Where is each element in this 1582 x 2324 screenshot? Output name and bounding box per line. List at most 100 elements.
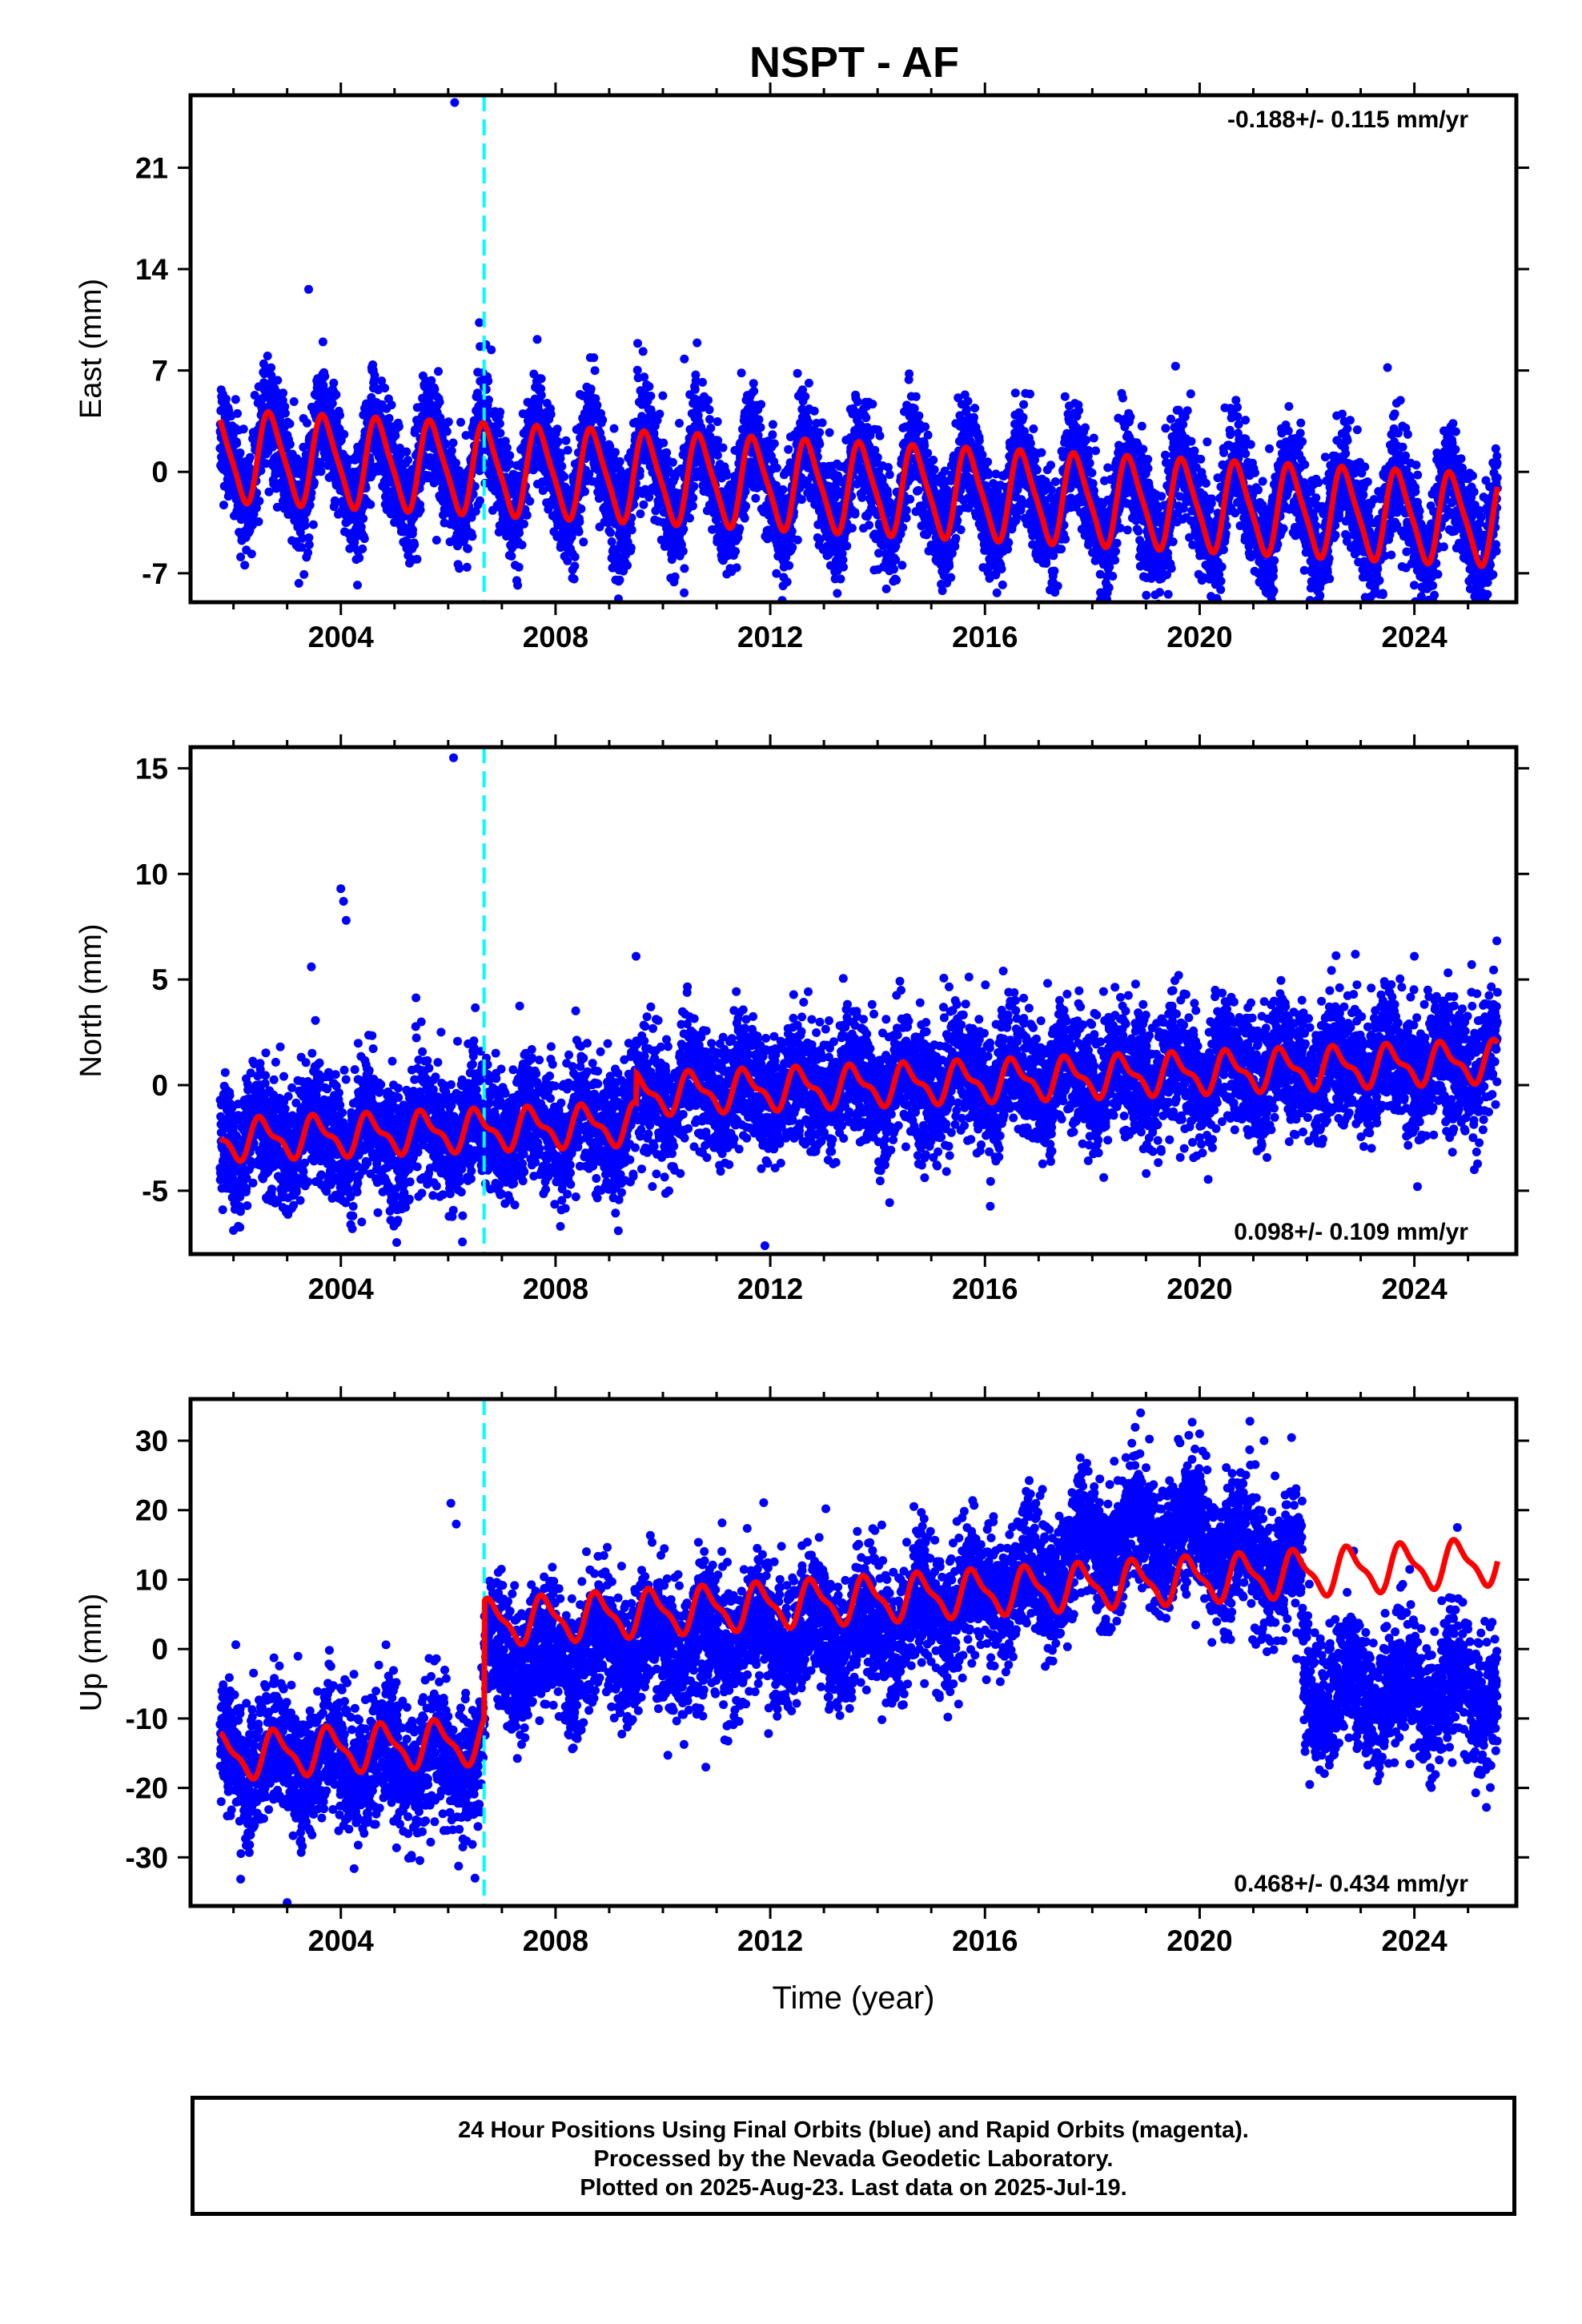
- data-point: [836, 603, 845, 612]
- data-point: [529, 369, 539, 379]
- data-point: [659, 438, 669, 448]
- data-point: [410, 540, 420, 549]
- data-point: [914, 411, 924, 420]
- data-point: [507, 552, 516, 561]
- data-point: [945, 561, 954, 571]
- data-point: [264, 487, 274, 497]
- data-point: [589, 353, 599, 363]
- data-point: [749, 379, 758, 388]
- data-point: [782, 577, 792, 587]
- data-point: [627, 525, 636, 535]
- data-point: [430, 384, 440, 394]
- data-point: [735, 524, 745, 533]
- data-point: [231, 395, 240, 404]
- data-point: [570, 561, 580, 571]
- data-point: [970, 404, 980, 413]
- east-points: [215, 98, 1502, 612]
- data-point: [495, 419, 504, 428]
- data-point: [689, 481, 699, 491]
- data-point: [718, 443, 728, 452]
- data-point: [655, 409, 665, 419]
- data-point: [626, 543, 636, 553]
- data-point: [327, 399, 337, 408]
- data-point: [239, 424, 248, 434]
- data-point: [553, 437, 563, 446]
- data-point: [536, 374, 546, 384]
- data-point: [901, 513, 911, 523]
- data-point: [909, 404, 919, 413]
- data-point: [339, 429, 349, 439]
- data-point: [685, 513, 694, 523]
- data-point: [505, 451, 515, 460]
- data-point: [453, 541, 462, 551]
- data-point: [496, 428, 505, 438]
- data-point: [462, 562, 472, 572]
- data-point: [359, 514, 368, 523]
- data-point: [868, 400, 877, 409]
- data-point: [636, 509, 645, 519]
- data-point: [615, 575, 624, 585]
- data-point: [815, 440, 825, 449]
- data-point: [355, 553, 364, 563]
- data-point: [644, 382, 654, 392]
- data-point: [435, 397, 444, 407]
- data-point: [299, 569, 309, 579]
- data-point: [560, 472, 569, 481]
- data-point: [304, 533, 314, 542]
- data-point: [668, 457, 677, 467]
- data-point: [300, 521, 310, 530]
- data-point: [797, 495, 806, 505]
- data-point: [929, 456, 938, 464]
- data-point: [756, 423, 765, 432]
- data-point: [359, 534, 369, 544]
- data-point: [370, 371, 379, 380]
- data-point: [839, 562, 848, 572]
- data-point: [740, 513, 749, 523]
- data-point: [801, 392, 810, 401]
- data-point: [853, 397, 862, 407]
- data-point: [434, 367, 443, 376]
- data-point: [354, 454, 363, 464]
- data-point: [817, 418, 827, 428]
- data-point: [788, 543, 797, 552]
- data-point: [232, 439, 242, 448]
- data-point: [452, 458, 460, 468]
- data-point: [689, 493, 698, 503]
- data-point: [809, 406, 819, 416]
- data-point: [751, 493, 761, 503]
- data-point: [468, 532, 477, 541]
- data-point: [768, 430, 777, 440]
- data-point: [569, 574, 579, 584]
- data-point: [484, 395, 493, 404]
- data-point: [731, 547, 741, 556]
- data-point: [280, 402, 290, 412]
- data-point: [563, 556, 572, 565]
- data-point: [396, 444, 404, 452]
- data-point: [923, 430, 933, 440]
- data-point: [285, 419, 295, 428]
- data-point: [570, 552, 580, 561]
- data-point: [448, 438, 458, 448]
- data-point: [267, 363, 276, 372]
- data-point: [455, 564, 464, 573]
- data-point: [279, 388, 288, 398]
- data-point: [331, 498, 340, 508]
- data-point: [575, 517, 584, 527]
- data-point: [693, 338, 702, 348]
- data-point: [461, 431, 471, 440]
- data-point: [384, 422, 394, 432]
- data-point: [432, 536, 441, 545]
- data-point: [525, 497, 535, 506]
- data-point: [704, 396, 713, 405]
- data-point: [793, 368, 802, 378]
- data-point: [974, 436, 984, 445]
- data-point: [267, 371, 276, 380]
- data-point: [442, 427, 452, 436]
- data-point: [639, 500, 648, 509]
- data-point: [732, 563, 741, 573]
- data-point: [403, 537, 412, 546]
- data-point: [255, 497, 264, 506]
- data-point: [706, 424, 716, 432]
- data-point: [963, 396, 973, 406]
- data-point: [722, 471, 732, 480]
